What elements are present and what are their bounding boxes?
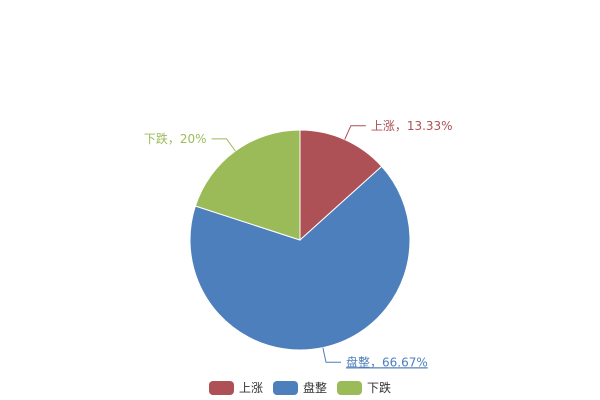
legend-item-0[interactable]: 上涨 [209,380,263,395]
pie-slices [189,129,411,351]
legend-label: 上涨 [239,380,263,395]
legend-item-2[interactable]: 下跌 [337,380,391,395]
legend-swatch [209,381,234,395]
slice-label-2: 下跌，20% [144,131,207,146]
legend-swatch [337,381,362,395]
legend-item-1[interactable]: 盘整 [273,380,327,395]
slice-label-1: 盘整，66.67% [346,354,428,369]
slice-label-0: 上涨，13.33% [371,118,453,133]
pie-slice-2[interactable] [194,129,301,241]
slice-labels: 上涨，13.33% 盘整，66.67% 下跌，20% [144,118,453,369]
legend-label: 盘整 [303,380,327,395]
pie-slice-1[interactable] [189,165,411,351]
pie-slice-0[interactable] [299,129,383,242]
legend-swatch [273,381,298,395]
legend-label: 下跌 [367,380,391,395]
label-line-1 [322,347,342,363]
label-line-0 [344,125,366,140]
legend: 上涨 盘整 下跌 [209,380,391,395]
label-line-2 [211,138,236,152]
